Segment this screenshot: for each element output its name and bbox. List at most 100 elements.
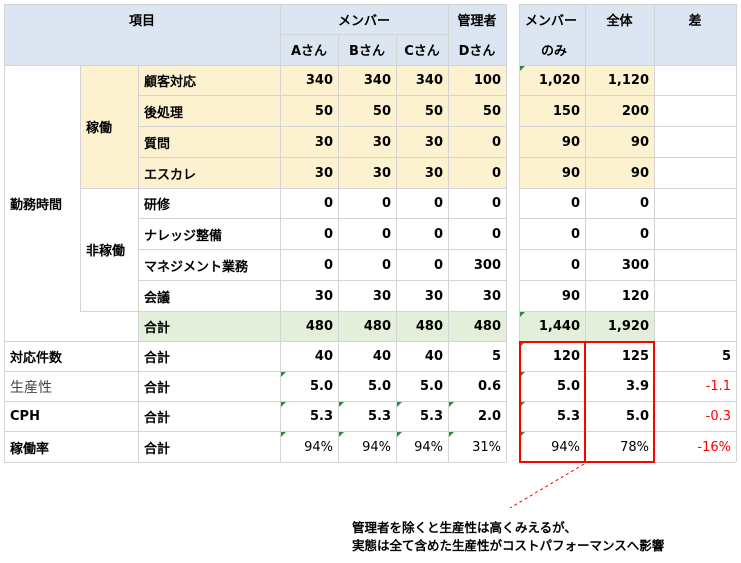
grid-line <box>280 4 281 462</box>
row-label: 研修 <box>144 197 171 213</box>
error-indicator-icon <box>397 402 402 407</box>
cell-members-only: 0 <box>570 195 580 211</box>
header-col-c: Cさん <box>404 43 440 59</box>
cell-diff: 5 <box>721 349 731 364</box>
cell-d: 0 <box>491 165 501 181</box>
error-indicator-icon <box>281 432 286 437</box>
header-members-only-1: メンバー <box>525 13 578 29</box>
cell-d: 0.6 <box>477 379 501 394</box>
cell-members-only: 5.3 <box>556 409 580 424</box>
grid-line <box>519 4 520 462</box>
grid-line <box>4 4 5 462</box>
cell-a: 30 <box>314 288 333 304</box>
cell-d: 100 <box>473 72 501 88</box>
cell-a: 480 <box>305 319 333 334</box>
cell-a: 30 <box>314 134 333 150</box>
row-label: 合計 <box>144 411 171 426</box>
grid-line <box>585 4 586 462</box>
callout-line-2: 実態は全て含めた生産性がコストパフォーマンスへ影響 <box>352 538 665 553</box>
grid-line <box>519 126 736 127</box>
cell-b: 340 <box>363 72 391 88</box>
cell-b: 40 <box>372 349 391 364</box>
cell-total: 200 <box>621 103 649 119</box>
metric-name: CPH <box>10 409 40 424</box>
grid-line <box>519 371 736 372</box>
header-members-only-2: のみ <box>541 43 568 59</box>
cell-a: 0 <box>323 195 333 211</box>
error-indicator-icon <box>339 432 344 437</box>
grid-line <box>138 65 139 462</box>
grid-line <box>519 249 736 250</box>
error-indicator-icon <box>520 66 525 71</box>
grid-line <box>4 341 506 342</box>
cell-members-only: 94% <box>551 439 580 455</box>
grid-line <box>80 188 506 189</box>
highlight-total <box>584 341 655 463</box>
grid-line <box>519 401 736 402</box>
cell-a: 0 <box>323 257 333 273</box>
cell-total: 300 <box>621 257 649 273</box>
grid-line <box>338 34 339 462</box>
grid-line <box>736 4 737 462</box>
group-work-time: 勤務時間 <box>10 197 63 213</box>
cell-total: 0 <box>639 226 649 242</box>
grid-line <box>519 431 736 432</box>
cell-c: 50 <box>424 103 443 119</box>
cell-members-only: 120 <box>552 349 580 364</box>
highlight-members-only <box>519 341 586 463</box>
cell-b: 0 <box>381 257 391 273</box>
row-label: 質問 <box>144 136 171 152</box>
cell-members-only: 0 <box>570 257 580 273</box>
grid-line <box>519 4 736 5</box>
grid-line <box>506 4 507 462</box>
grid-line <box>280 34 448 35</box>
total-bg-right <box>519 312 654 341</box>
cell-d: 0 <box>491 134 501 150</box>
cell-b: 5.0 <box>367 379 391 394</box>
row-label: ナレッジ整備 <box>144 228 223 244</box>
header-members: メンバー <box>337 13 390 29</box>
cell-c: 30 <box>424 288 443 304</box>
metric-name: 対応件数 <box>10 351 63 366</box>
cell-a: 340 <box>305 72 333 88</box>
row-label: 会議 <box>144 290 171 306</box>
grid-line <box>138 157 506 158</box>
error-indicator-icon <box>520 342 525 347</box>
cell-members-only: 150 <box>552 103 580 119</box>
cell-b: 94% <box>362 439 391 455</box>
cell-diff: -16% <box>697 439 731 455</box>
grid-line <box>519 65 736 66</box>
grid-line <box>4 4 506 5</box>
grid-line <box>519 311 736 312</box>
cell-c: 5.0 <box>419 379 443 394</box>
grid-line <box>519 188 736 189</box>
cell-b: 30 <box>372 165 391 181</box>
cell-diff: -1.1 <box>705 379 731 394</box>
cell-d: 0 <box>491 195 501 211</box>
error-indicator-icon <box>397 432 402 437</box>
callout-note: 管理者を除くと生産性は高くみえるが、 実態は全て含めた生産性がコストパフォーマン… <box>352 519 664 555</box>
error-indicator-icon <box>520 432 525 437</box>
grid-line <box>138 249 506 250</box>
error-indicator-icon <box>449 432 454 437</box>
grid-line <box>138 126 506 127</box>
cell-a: 30 <box>314 165 333 181</box>
cell-c: 0 <box>433 195 443 211</box>
cell-d: 5 <box>491 349 501 364</box>
callout-line-1: 管理者を除くと生産性は高くみえるが、 <box>352 520 577 535</box>
grid-line <box>448 4 449 462</box>
cell-b: 30 <box>372 134 391 150</box>
cell-d: 31% <box>472 439 501 455</box>
grid-line <box>519 95 736 96</box>
cell-c: 340 <box>415 72 443 88</box>
header-diff: 差 <box>688 13 702 29</box>
cell-d: 300 <box>473 257 501 273</box>
row-label: 後処理 <box>144 105 184 121</box>
cell-members-only: 90 <box>561 288 580 304</box>
operating-bg-label <box>80 65 138 188</box>
grid-line <box>396 34 397 462</box>
cell-a: 50 <box>314 103 333 119</box>
error-indicator-icon <box>520 312 525 317</box>
cell-d: 0 <box>491 226 501 242</box>
cell-total: 1,120 <box>607 72 649 88</box>
